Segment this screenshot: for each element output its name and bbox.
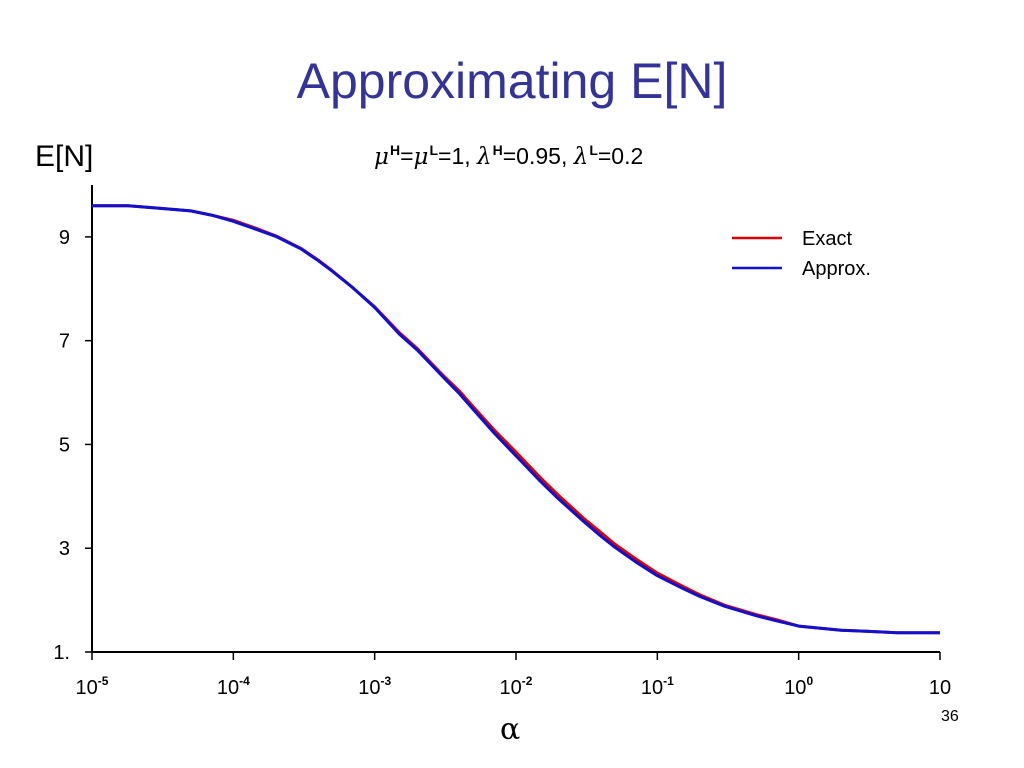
lambda-h-superscript: H xyxy=(492,142,503,158)
series-line-approx xyxy=(92,204,940,635)
subtitle-val2: =0.95, xyxy=(502,143,574,169)
chart-subtitle: μH=μL=1, λH=0.95, λL=0.2 xyxy=(374,142,643,170)
lambda-h-symbol: λ xyxy=(477,144,492,170)
y-tick-label: 7 xyxy=(59,331,70,353)
legend-label: Approx. xyxy=(802,258,871,280)
subtitle-val1: =1, xyxy=(438,143,478,169)
y-tick-label: 1. xyxy=(53,642,70,664)
x-axis-label: α xyxy=(500,712,521,747)
mu-l-superscript: L xyxy=(429,142,439,158)
x-tick-label: 100 xyxy=(784,674,813,699)
mu-l-symbol: μ xyxy=(413,144,429,170)
y-axis-label: E[N] xyxy=(35,140,94,173)
subtitle-val3: =0.2 xyxy=(597,143,644,169)
subtitle-eq: = xyxy=(400,143,414,169)
x-tick-label: 10-5 xyxy=(76,674,109,699)
legend-label: Exact xyxy=(802,228,852,250)
x-tick-label: 10-4 xyxy=(217,674,250,699)
lambda-l-symbol: λ xyxy=(573,144,589,170)
y-tick-label: 3 xyxy=(59,538,70,560)
mu-h-superscript: H xyxy=(389,142,401,158)
x-tick-label: 10-1 xyxy=(641,674,674,699)
x-tick-label: 10-3 xyxy=(358,674,391,699)
y-tick-label: 5 xyxy=(59,434,70,456)
y-tick-label: 9 xyxy=(59,227,70,249)
slide-title: Approximating E[N] xyxy=(296,53,728,109)
x-tick-label: 10 xyxy=(929,677,951,699)
lambda-l-superscript: L xyxy=(589,142,598,158)
x-tick-label: 10-2 xyxy=(500,674,533,699)
mu-h-symbol: μ xyxy=(374,144,389,170)
page-number: 36 xyxy=(941,708,959,725)
